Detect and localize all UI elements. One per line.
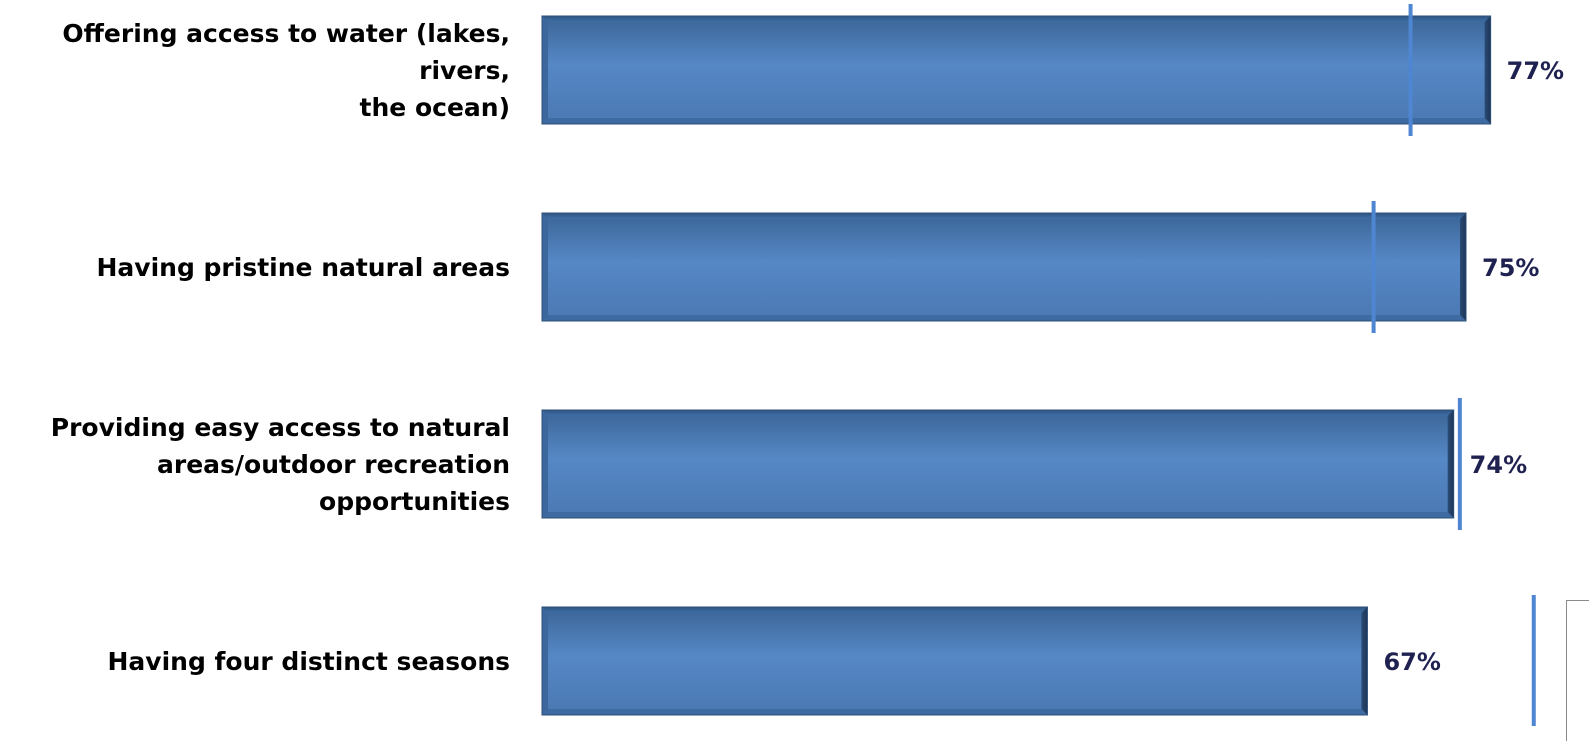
category-label-line: Having pristine natural areas [96,252,510,282]
category-label-2: Having pristine natural areas [0,213,510,321]
value-label-4: 67% [1383,648,1440,676]
bar-2 [541,212,1467,322]
category-label-1: Offering access to water (lakes, rivers,… [0,16,510,124]
category-label-line: Providing easy access to natural [50,412,510,442]
cutoff-frame [1566,600,1589,741]
category-label-3: Providing easy access to natural areas/ou… [0,410,510,518]
category-label-line: Having four distinct seasons [107,646,510,676]
value-label-2: 75% [1482,254,1539,282]
bar-3 [541,409,1455,519]
value-label-3: 74% [1470,451,1527,479]
bar-4 [541,606,1368,716]
category-label-line: opportunities [319,486,510,516]
bar-chart: 77% 75% 74% 67% [541,4,1564,726]
category-label-line: Offering access to water (lakes, rivers, [62,18,510,85]
category-label-line: the ocean) [359,92,510,122]
value-label-1: 77% [1507,57,1564,85]
bar-1 [541,15,1492,125]
category-label-line: areas/outdoor recreation [157,449,510,479]
category-label-4: Having four distinct seasons [0,607,510,715]
